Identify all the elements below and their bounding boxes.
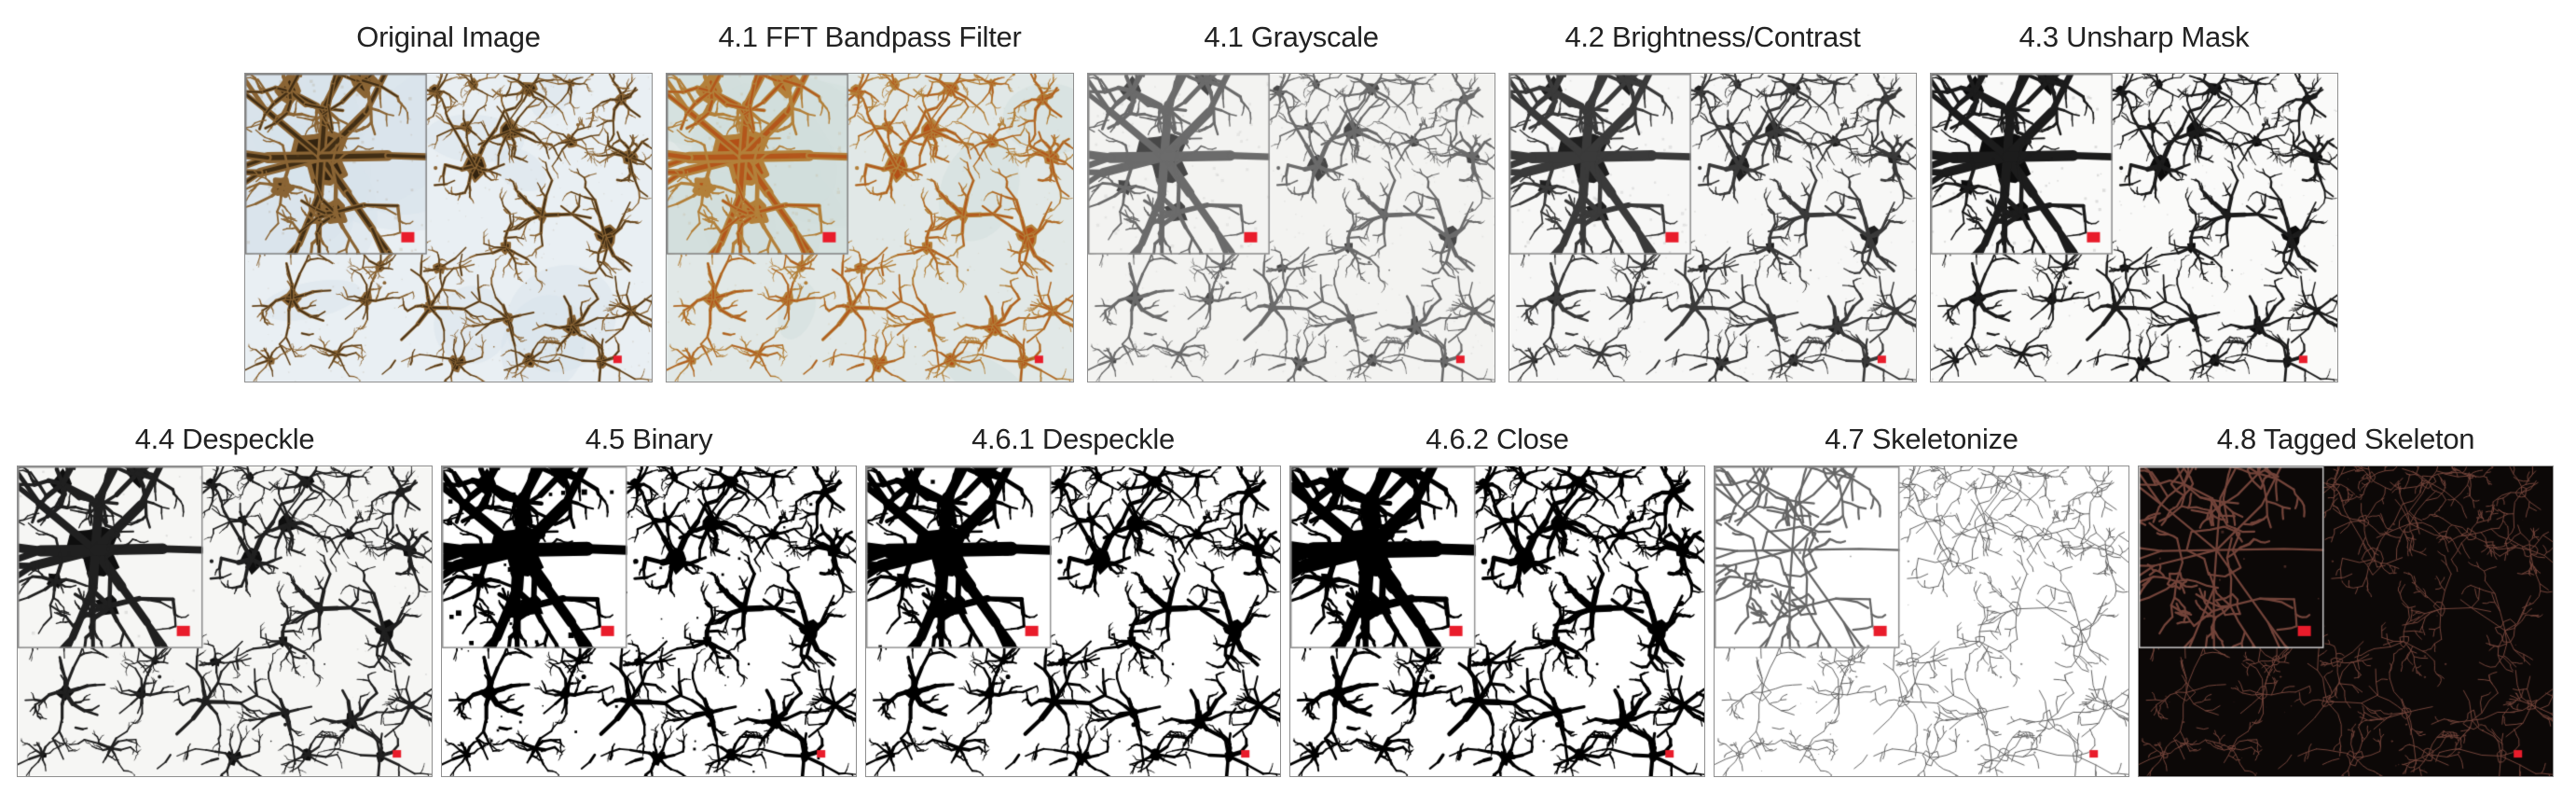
panel-binary: 4.5 Binary — [441, 410, 857, 777]
panel-title: 4.6.2 Close — [1426, 423, 1569, 455]
panel-grayscale: 4.1 Grayscale — [1087, 0, 1495, 382]
micrograph-original-image — [244, 73, 653, 382]
micrograph-grayscale — [1087, 73, 1495, 382]
panel-title: 4.6.1 Despeckle — [971, 423, 1175, 455]
panel-fft-bandpass-filter: 4.1 FFT Bandpass Filter — [666, 0, 1074, 382]
panel-title: 4.7 Skeletonize — [1825, 423, 2018, 455]
micrograph-unsharp-mask — [1930, 73, 2338, 382]
panel-title: 4.1 Grayscale — [1204, 21, 1379, 53]
panel-title: 4.8 Tagged Skeleton — [2216, 423, 2475, 455]
micrograph-fft-bandpass — [666, 73, 1074, 382]
panel-title: 4.5 Binary — [585, 423, 713, 455]
panel-title: 4.2 Brightness/Contrast — [1564, 21, 1861, 53]
panel-original-image: Original Image — [244, 0, 653, 382]
panel-close: 4.6.2 Close — [1289, 410, 1705, 777]
micrograph-despeckle-4-6-1 — [865, 466, 1281, 777]
panel-title: Original Image — [356, 21, 541, 53]
panel-brightness-contrast: 4.2 Brightness/Contrast — [1508, 0, 1917, 382]
panel-unsharp-mask: 4.3 Unsharp Mask — [1930, 0, 2338, 382]
micrograph-close — [1289, 466, 1705, 777]
micrograph-brightness-contrast — [1508, 73, 1917, 382]
micrograph-binary — [441, 466, 857, 777]
micrograph-despeckle-4-4 — [17, 466, 433, 777]
panel-tagged-skeleton: 4.8 Tagged Skeleton — [2138, 410, 2554, 777]
panel-despeckle-4-6-1: 4.6.1 Despeckle — [865, 410, 1281, 777]
panel-title: 4.1 FFT Bandpass Filter — [718, 21, 1022, 53]
micrograph-tagged-skeleton — [2138, 466, 2554, 777]
micrograph-skeletonize — [1714, 466, 2129, 777]
panel-skeletonize: 4.7 Skeletonize — [1714, 410, 2129, 777]
panel-title: 4.4 Despeckle — [134, 423, 315, 455]
panel-despeckle-4-4: 4.4 Despeckle — [17, 410, 433, 777]
panel-title: 4.3 Unsharp Mask — [2018, 21, 2250, 53]
